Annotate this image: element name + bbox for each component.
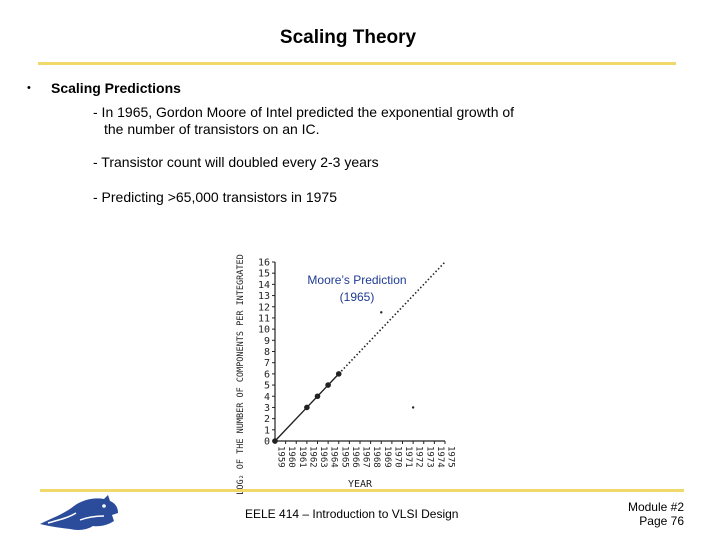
x-tick-label: 1960 (286, 446, 296, 468)
x-tick-label: 1974 (435, 446, 445, 468)
y-tick-label: 15 (258, 269, 270, 280)
bottom-divider (40, 489, 684, 492)
y-tick-label: 9 (264, 336, 270, 347)
y-tick-label: 4 (264, 392, 270, 403)
footer-module-number: Module #2 (627, 500, 684, 514)
bullet-icon: • (27, 82, 31, 94)
chart-subtitle: (1965) (340, 290, 375, 304)
data-point (325, 382, 331, 388)
y-tick-label: 3 (264, 403, 270, 414)
footer-course: EELE 414 – Introduction to VLSI Design (245, 507, 459, 521)
x-tick-label: 1963 (318, 446, 328, 468)
y-tick-label: 14 (258, 280, 270, 291)
x-tick-label: 1970 (392, 446, 402, 468)
x-tick-label: 1961 (297, 446, 307, 468)
y-tick-label: 11 (258, 313, 270, 324)
x-tick-label: 1968 (371, 446, 381, 468)
y-tick-label: 12 (258, 302, 270, 313)
y-tick-label: 8 (264, 347, 270, 358)
x-tick-label: 1967 (361, 446, 371, 468)
x-tick-label: 1969 (382, 446, 392, 468)
x-tick-label: 1975 (446, 446, 456, 468)
y-tick-label: 1 (264, 425, 270, 436)
bullet-heading: Scaling Predictions (51, 80, 181, 96)
y-tick-label: 6 (264, 369, 270, 380)
stray-mark (411, 406, 415, 409)
footer-page-number: Page 76 (639, 514, 684, 528)
y-axis-label: LOG₂ OF THE NUMBER OF COMPONENTS PER INT… (236, 254, 246, 494)
stray-mark (380, 311, 383, 314)
x-tick-label: 1965 (339, 446, 349, 468)
y-tick-label: 13 (258, 291, 270, 302)
top-divider (38, 62, 676, 65)
x-tick-label: 1959 (276, 446, 286, 468)
y-tick-label: 2 (264, 414, 270, 425)
x-tick-label: 1972 (414, 446, 424, 468)
data-point (272, 438, 278, 444)
sub-item-2: - Transistor count will doubled every 2-… (93, 154, 379, 170)
x-axis-label: YEAR (348, 479, 373, 490)
sub-item-1: - In 1965, Gordon Moore of Intel predict… (93, 104, 514, 138)
x-tick-label: 1962 (307, 446, 317, 468)
x-tick-label: 1973 (424, 446, 434, 468)
x-tick-label: 1966 (350, 446, 360, 468)
data-point (314, 393, 321, 400)
sub-item-3: - Predicting >65,000 transistors in 1975 (93, 189, 337, 205)
y-tick-label: 0 (264, 437, 270, 448)
x-tick-label: 1964 (329, 446, 339, 468)
y-tick-label: 7 (264, 358, 270, 369)
y-tick-label: 5 (264, 381, 270, 392)
bobcat-logo-icon (40, 495, 118, 530)
sub-item-1-line2: the number of transistors on an IC. (104, 121, 320, 137)
data-point (335, 371, 342, 377)
chart-title: Moore’s Prediction (307, 273, 406, 287)
slide-title: Scaling Theory (279, 27, 417, 48)
sub-item-1-line1: - In 1965, Gordon Moore of Intel predict… (93, 104, 515, 120)
data-point (304, 404, 310, 411)
footer-module: Module #2 Page 76 (600, 500, 684, 528)
y-tick-label: 16 (258, 258, 270, 269)
x-tick-label: 1971 (403, 446, 413, 468)
y-tick-label: 10 (258, 325, 270, 336)
